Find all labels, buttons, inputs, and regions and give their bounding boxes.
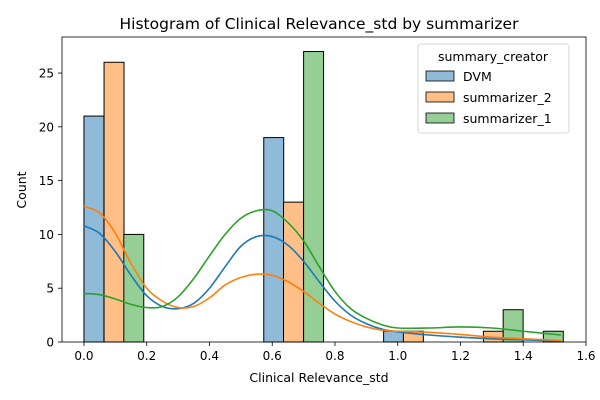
y-tick-label: 0	[46, 336, 54, 350]
y-tick-label: 25	[39, 67, 54, 81]
legend-label-summarizer-2: summarizer_2	[463, 90, 552, 105]
kde-line-summarizer-2	[83, 205, 561, 342]
x-tick-label: 0.8	[325, 349, 344, 363]
kde-layer	[83, 205, 561, 342]
y-tick-label: 20	[39, 120, 54, 134]
plot-frame	[61, 36, 587, 343]
x-tick-label: 0.0	[74, 349, 93, 363]
y-tick-label: 15	[39, 174, 54, 188]
x-tick-label: 1.6	[576, 349, 595, 363]
x-axis-label: Clinical Relevance_std	[249, 370, 388, 385]
kde-line-summarizer-1	[83, 208, 561, 336]
legend: summary_creator DVM summarizer_2 summarize…	[417, 43, 570, 134]
bar-summarizer-2-2	[283, 201, 304, 343]
legend-box	[417, 43, 570, 134]
y-axis-label: Count	[14, 171, 29, 208]
x-axis-ticks: 0.0 0.2 0.4 0.6 0.8 1.0 1.2 1.4 1.6	[74, 342, 596, 363]
x-tick-label: 1.2	[451, 349, 470, 363]
x-tick-label: 0.6	[263, 349, 282, 363]
legend-swatch-summarizer-2	[425, 91, 455, 103]
legend-entries: DVM summarizer_2 summarizer_1	[425, 69, 552, 126]
legend-title: summary_creator	[438, 49, 549, 64]
x-tick-label: 0.4	[200, 349, 219, 363]
legend-label-dvm: DVM	[463, 69, 492, 84]
x-tick-label: 0.2	[137, 349, 156, 363]
legend-label-summarizer-1: summarizer_1	[463, 111, 552, 126]
bar-summarizer-1-4	[502, 309, 524, 343]
y-tick-label: 10	[39, 228, 54, 242]
legend-swatch-summarizer-1	[425, 112, 455, 124]
x-tick-label: 1.0	[388, 349, 407, 363]
chart-title: Histogram of Clinical Relevance_std by s…	[120, 15, 520, 34]
x-tick-label: 1.4	[514, 349, 533, 363]
legend-swatch-dvm	[425, 70, 455, 82]
y-tick-label: 5	[46, 282, 54, 296]
y-axis-ticks: 0 5 10 15 20 25	[39, 67, 62, 350]
bar-summarizer-2-1	[103, 61, 125, 343]
kde-line-dvm	[83, 225, 561, 342]
